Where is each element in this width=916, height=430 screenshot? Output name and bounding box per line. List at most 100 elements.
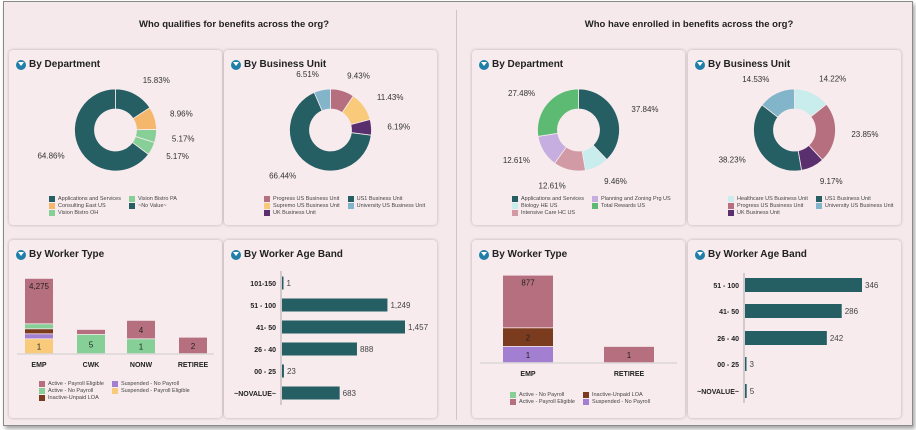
bar[interactable]	[745, 304, 842, 318]
category-label: RETIREE	[178, 362, 209, 369]
legend-item[interactable]: Progress US Business Unit	[728, 203, 808, 209]
bar[interactable]	[745, 278, 862, 292]
slice-label: 6.51%	[296, 70, 319, 79]
legend-swatch	[264, 203, 270, 209]
legend-item[interactable]: Inactive-Unpaid LOA	[39, 395, 104, 401]
legend-item[interactable]: Applications and Services	[512, 196, 584, 202]
legend-swatch	[512, 203, 518, 209]
bar-value-label: 888	[360, 345, 374, 354]
legend-item[interactable]: US1 Business Unit	[815, 196, 893, 202]
legend-item[interactable]: Planning and Zoning Prg US	[591, 196, 671, 202]
bar-segment[interactable]	[127, 339, 155, 354]
card-title-text: By Business Unit	[708, 59, 791, 70]
pie-slice[interactable]	[74, 88, 150, 172]
bar[interactable]	[282, 276, 284, 290]
legend-label: US1 Business Unit	[824, 196, 871, 202]
card-title: By Business Unit	[695, 59, 790, 70]
legend-item[interactable]: Vision Bistro PA	[128, 196, 177, 202]
bar-segment[interactable]	[179, 337, 207, 354]
legend-item[interactable]: Supremo US Business Unit	[264, 203, 340, 209]
pie-slice[interactable]	[537, 88, 579, 137]
bar-segment[interactable]	[77, 329, 105, 335]
pie-slice[interactable]	[753, 104, 803, 172]
bar[interactable]	[745, 357, 747, 371]
filter-icon[interactable]	[231, 249, 241, 260]
legend-item[interactable]: Consulting East US	[49, 203, 121, 209]
legend-item[interactable]: Vision Bistro OH	[49, 210, 121, 216]
legend-item[interactable]: Active - No Payroll	[510, 392, 575, 398]
bar[interactable]	[282, 320, 405, 334]
filter-icon[interactable]	[695, 59, 705, 70]
legend-item[interactable]: Intensive Care HC US	[512, 210, 584, 216]
bar-value-label: 23	[287, 367, 296, 376]
legend-item[interactable]: UK Business Unit	[728, 210, 808, 216]
legend-item[interactable]: Healthcare US Business Unit	[728, 196, 808, 202]
bar[interactable]	[745, 331, 827, 345]
legend-item[interactable]: Applications and Services	[49, 196, 121, 202]
bar-value-label: 3	[750, 360, 755, 369]
filter-icon[interactable]	[231, 59, 241, 70]
legend-item[interactable]: Active - No Payroll	[39, 388, 104, 394]
bar-segment[interactable]	[503, 328, 553, 347]
legend-item[interactable]: Suspended - No Payroll	[111, 381, 190, 387]
category-label: 00 - 25	[717, 362, 739, 369]
pie-slice[interactable]	[289, 91, 372, 172]
bar-segment[interactable]	[25, 278, 53, 324]
filter-icon[interactable]	[16, 249, 26, 260]
legend-item[interactable]: Suspended - Payroll Eligible	[111, 388, 190, 394]
legend-item[interactable]: US1 Business Unit	[347, 196, 425, 202]
filter-icon[interactable]	[479, 249, 489, 260]
legend-item[interactable]: Biology HE US	[512, 203, 584, 209]
bar-segment[interactable]	[25, 324, 53, 329]
chart-svg: 1 2 877 EMP 1 RETIREE	[480, 275, 677, 378]
legend-label: UK Business Unit	[737, 210, 780, 216]
legend-label: Total Rewards US	[600, 203, 646, 209]
bar[interactable]	[282, 386, 340, 400]
legend-item[interactable]: University US Business Unit	[347, 203, 425, 209]
bar-segment[interactable]	[503, 275, 553, 328]
filter-icon[interactable]	[695, 249, 705, 260]
slice-label: 66.44%	[269, 172, 296, 181]
legend-label: Vision Bistro PA	[137, 196, 177, 202]
slice-label: 23.85%	[851, 130, 878, 139]
pie-slice[interactable]	[313, 88, 331, 112]
legend-item[interactable]: Inactive-Unpaid LOA	[582, 392, 650, 398]
slice-label: 12.61%	[539, 182, 566, 191]
legend-label: University US Business Unit	[824, 203, 894, 209]
bar[interactable]	[282, 342, 357, 356]
legend-swatch	[49, 203, 55, 209]
legend-item[interactable]: Suspended - No Payroll	[582, 399, 650, 405]
filter-icon[interactable]	[16, 59, 26, 70]
bar-segment[interactable]	[77, 334, 105, 354]
card-enrolled-department: By Department 37.84% 9.46% 12.61% 12.61% 27.4…	[472, 50, 685, 225]
bar[interactable]	[282, 364, 284, 378]
bar-segment[interactable]	[25, 329, 53, 334]
card-qualify-business-unit: By Business Unit 9.43% 11.43% 6.19% 66.44% 6.…	[224, 50, 437, 225]
bar-segment[interactable]	[25, 339, 53, 354]
slice-label: 11.43%	[377, 93, 404, 102]
legend-swatch	[264, 210, 270, 216]
legend-item[interactable]: ~No Value~	[128, 203, 177, 209]
slice-label: 15.83%	[143, 76, 170, 85]
pie-slice[interactable]	[761, 88, 795, 118]
slice-label: 64.86%	[37, 152, 64, 161]
card-qualify-worker-type: By Worker Type 1 4,275 EMP 5 CWK 1 4 NONW 2 RETIRE…	[9, 240, 222, 418]
pie-slice[interactable]	[578, 88, 620, 161]
bar[interactable]	[745, 384, 747, 398]
legend-item[interactable]: Progress US Business Unit	[264, 196, 340, 202]
chart-svg: 51 - 100 346 41- 50 286 26 - 40 242 00 - 25 3 ~N…	[697, 273, 879, 403]
bar-segment[interactable]	[127, 320, 155, 339]
bar-segment[interactable]	[25, 334, 53, 339]
bar-segment[interactable]	[503, 346, 553, 363]
legend-item[interactable]: UK Business Unit	[264, 210, 340, 216]
bar[interactable]	[282, 298, 388, 312]
category-label: ~NOVALUE~	[234, 391, 276, 398]
category-label: 51 - 100	[250, 303, 276, 310]
legend-item[interactable]: Active - Payroll Eligible	[510, 399, 575, 405]
legend-item[interactable]: University US Business Unit	[815, 203, 894, 209]
bar-segment[interactable]	[604, 346, 654, 363]
segment-value-label: 1	[526, 351, 531, 360]
legend-item[interactable]: Active - Payroll Eligible	[39, 381, 104, 387]
filter-icon[interactable]	[479, 59, 489, 70]
legend-item[interactable]: Total Rewards US	[591, 203, 671, 209]
